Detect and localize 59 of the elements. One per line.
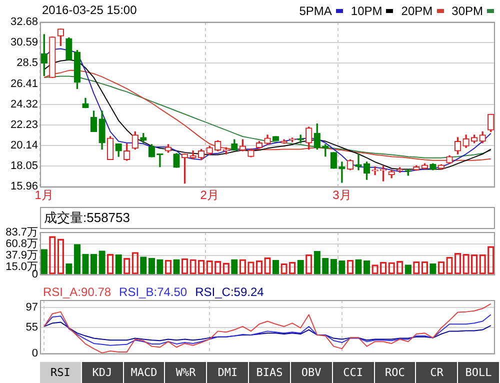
text: W%R [165, 362, 206, 383]
x-tick-label: 3月 [332, 188, 352, 202]
bar [314, 250, 320, 274]
bar [173, 259, 180, 274]
y-tick-label: 60.8万 [6, 238, 38, 250]
text: KDJ [82, 362, 123, 383]
bar [148, 258, 156, 274]
bar [272, 260, 280, 274]
candlestick [372, 166, 378, 176]
bar [140, 256, 147, 274]
bar [322, 258, 329, 274]
legend-label: 30PM [452, 4, 483, 18]
y-tick-label: 28.5 [16, 57, 38, 70]
x-tick-label: 2月 [200, 188, 219, 202]
y-tick-label: 55 [26, 321, 38, 334]
text: CR [416, 362, 458, 383]
bar [82, 254, 89, 274]
bar [231, 259, 238, 274]
bar [355, 259, 362, 274]
y-tick-label: 24.32 [10, 98, 38, 110]
y-tick-label: 32.68 [10, 16, 38, 28]
bar [297, 260, 304, 274]
chart-title: 2016-03-25 15:00 [42, 3, 137, 17]
y-tick-label: 22.23 [10, 118, 38, 131]
chart-title: 成交量:558753 [40, 207, 495, 229]
x-tick-label: 1月 [34, 188, 54, 202]
text: DMI [207, 362, 248, 383]
text: OBV [290, 362, 332, 383]
text: MACD [124, 362, 164, 383]
legend-label: 20PM [401, 4, 433, 18]
y-tick-label: 18.05 [10, 160, 38, 172]
y-tick-label: 26.41 [10, 78, 38, 90]
bar [363, 260, 370, 274]
text: BIAS [249, 362, 290, 383]
bar [115, 254, 122, 274]
text: ROC [374, 362, 416, 383]
bar [90, 254, 98, 274]
text: RSI [40, 362, 81, 383]
text: RSI_B:74.50 [119, 285, 188, 299]
y-tick-label: 83.7万 [6, 226, 38, 239]
candlestick [338, 162, 346, 183]
candlestick [355, 154, 362, 170]
y-tick-label: 30.59 [10, 36, 38, 49]
bar [98, 250, 106, 274]
bar [330, 258, 338, 274]
bar [156, 259, 164, 274]
y-tick-label: 0 [32, 347, 38, 360]
bar [40, 249, 48, 274]
y-tick-label: 97 [26, 302, 38, 314]
series-label: RSI_A:90.78 [43, 285, 112, 299]
bar [338, 260, 346, 274]
text: BOLL [458, 362, 499, 383]
y-tick-label: 20.14 [10, 139, 38, 152]
y-tick-label: 37.9万 [6, 250, 38, 262]
legend-label: 10PM [350, 4, 382, 18]
text: RSI_C:59.24 [195, 285, 264, 299]
legend-label: 5PMA [299, 4, 332, 18]
bar [74, 244, 81, 274]
text: CCI [332, 362, 374, 383]
